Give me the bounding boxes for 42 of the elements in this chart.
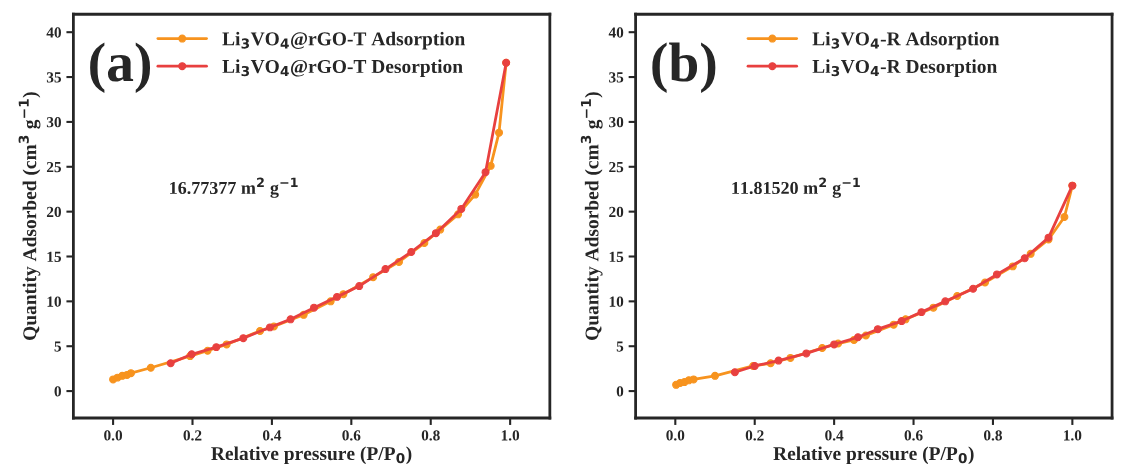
y-axis-title: Quantity Adsorbed (cm$^{3}$ g$^{−1}$) — [18, 92, 41, 340]
x-tick-label: 0.6 — [342, 430, 361, 441]
annotation: 16.77377 m$^{2}$ g$^{−1}$ — [170, 177, 298, 198]
x-tick-label: 0.0 — [666, 430, 685, 441]
x-tick-label: 1.0 — [501, 430, 520, 441]
x-tick-label: 0.4 — [262, 430, 282, 441]
y-tick-label: 35 — [609, 72, 624, 83]
y-tick-label: 40 — [46, 27, 61, 38]
y-tick-label: 15 — [47, 251, 62, 262]
x-tick-label: 0.8 — [421, 430, 440, 441]
x-axis-title: Relative pressure (P/P$_{0}$) — [773, 446, 974, 465]
x-tick-label: 0.4 — [825, 430, 844, 441]
y-tick-label: 0 — [54, 386, 61, 397]
y-tick-label: 25 — [609, 161, 624, 173]
x-tick-label: 0.8 — [983, 430, 1002, 441]
x-tick-label: 0.2 — [745, 430, 764, 441]
legend-label: Li$_{3}$VO$_{4}$@rGO-T Desorption — [222, 59, 463, 77]
y-tick-label: 15 — [609, 251, 624, 262]
y-tick-label: 0 — [616, 386, 624, 397]
x-tick-label: 0.2 — [183, 430, 202, 441]
annotation: 11.81520 m$^{2}$ g$^{−1}$ — [732, 177, 860, 198]
legend-label: Li$_{3}$VO$_{4}$-R Adsorption — [812, 31, 1000, 50]
y-tick-label: 25 — [46, 161, 62, 173]
y-tick-label: 10 — [609, 296, 624, 307]
y-tick-label: 30 — [46, 117, 61, 128]
y-tick-label: 10 — [47, 296, 61, 307]
x-tick-label: 0.0 — [104, 430, 123, 441]
legend-label: Li$_{3}$VO$_{4}$@rGO-T Adsorption — [222, 31, 465, 50]
x-axis-title: Relative pressure (P/P$_{0}$) — [211, 446, 412, 465]
annotation: (b) — [652, 42, 716, 93]
y-tick-label: 30 — [609, 117, 624, 128]
y-tick-label: 35 — [46, 72, 62, 83]
x-tick-label: 1.0 — [1064, 430, 1082, 441]
y-axis-title: Quantity Adsorbed (cm$^{3}$ g$^{−1}$) — [580, 92, 603, 340]
y-tick-label: 20 — [46, 206, 61, 218]
y-tick-label: 20 — [609, 206, 624, 218]
x-tick-label: 0.6 — [904, 430, 923, 441]
y-tick-label: 40 — [608, 27, 624, 38]
legend-label: Li$_{3}$VO$_{4}$-R Desorption — [812, 59, 998, 77]
annotation: (a) — [90, 42, 151, 93]
y-tick-label: 5 — [54, 341, 62, 352]
y-tick-label: 5 — [616, 341, 624, 352]
